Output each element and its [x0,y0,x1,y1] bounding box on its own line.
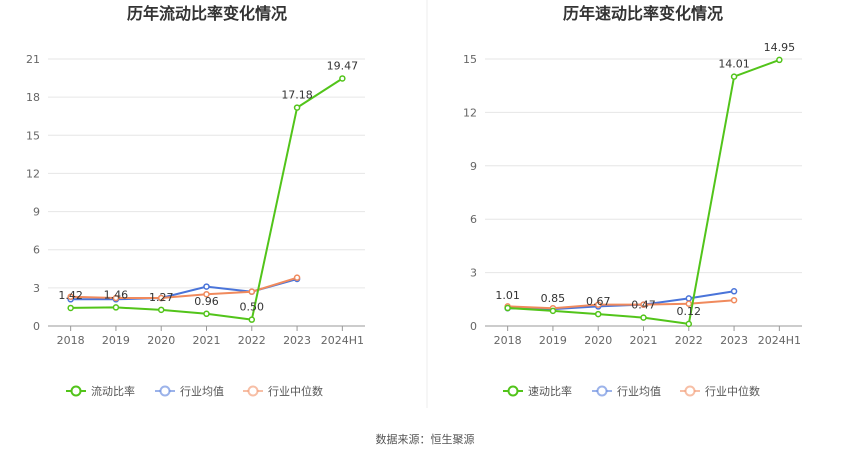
data-point [685,295,693,302]
y-tick-label: 3 [470,267,477,280]
data-point [112,294,120,302]
data-point [730,73,738,80]
data-label: 1.46 [104,288,129,301]
data-label: 0.12 [677,305,702,318]
legend-marker [159,385,171,397]
legend-marker [507,385,519,397]
data-label: 19.47 [327,59,359,72]
y-tick-label: 9 [33,206,40,219]
y-tick-label: 6 [33,244,40,257]
y-tick-label: 15 [26,129,40,142]
data-label: 0.85 [541,292,566,305]
x-tick-label: 2018 [494,334,522,347]
x-tick-label: 2023 [720,334,748,347]
chart-title: 历年速动比率变化情况 [563,4,723,23]
x-tick-label: 2018 [57,334,85,347]
data-label: 0.47 [631,299,656,312]
series-line-2 [70,276,298,299]
data-label: 0.67 [586,295,611,308]
x-tick-label: 2019 [102,334,130,347]
legend-label: 速动比率 [528,384,572,398]
legend-label: 行业中位数 [705,384,760,398]
data-label: 17.18 [281,89,313,102]
data-point [730,296,738,304]
y-tick-label: 15 [463,53,477,66]
legend-label: 流动比率 [91,384,135,398]
quick-ratio-chart: 历年速动比率变化情况 0 3 6 9 12 15 2018 2019 2020 2021 2022 20… [463,4,802,398]
y-tick-label: 12 [26,167,40,180]
x-tick-label: 2022 [675,334,703,347]
y-tick-label: 12 [463,106,477,119]
y-tick-label: 21 [26,53,40,66]
data-point [594,310,602,318]
data-point [339,75,346,82]
data-label: 1.42 [58,289,83,302]
series-line-0 [507,58,780,326]
chart-title: 历年流动比率变化情况 [127,4,287,23]
data-label: 1.27 [149,291,174,304]
data-point [549,307,557,315]
y-tick-label: 3 [33,282,40,295]
data-point [640,301,647,308]
data-source: 数据来源：恒生聚源 [376,432,475,446]
series-line-2 [507,299,735,310]
data-point [293,274,301,281]
x-tick-label: 2020 [584,334,612,347]
data-point [640,314,647,321]
data-point [67,293,74,301]
data-label: 1.01 [495,289,520,302]
data-point [248,316,256,323]
x-tick-label: 2021 [193,334,221,347]
data-label: 14.01 [718,58,750,71]
legend-label: 行业均值 [180,385,224,398]
data-point [203,283,210,290]
x-tick-label: 2023 [283,334,311,347]
data-point [685,320,693,328]
legend-marker [70,385,82,397]
data-point [203,310,210,318]
data-point [730,288,738,295]
legend-label: 行业均值 [617,385,661,398]
data-point [504,304,511,312]
y-tick-label: 0 [470,320,477,333]
x-tick-label: 2022 [238,334,266,347]
data-label: 14.95 [764,41,796,54]
legend-label: 行业中位数 [268,384,323,398]
x-tick-label: 2019 [539,334,567,347]
data-point [157,294,165,302]
x-tick-label: 2020 [147,334,175,347]
x-tick-label: 2024H1 [321,334,364,347]
data-point [776,56,783,64]
x-tick-label: 2021 [630,334,658,347]
legend-marker [684,385,696,397]
data-label: 0.96 [194,295,219,308]
data-point [157,306,165,314]
y-tick-label: 9 [470,160,477,173]
y-tick-label: 18 [26,91,40,104]
x-tick-label: 2024H1 [758,334,801,347]
current-ratio-chart: 历年流动比率变化情况 0 3 6 9 12 15 18 21 2018 2019 2020 2021 20… [26,4,365,398]
data-point [685,300,693,307]
y-tick-label: 0 [33,320,40,333]
legend-marker [596,385,608,397]
data-point [112,304,120,311]
data-label: 0.50 [240,301,265,314]
y-tick-label: 6 [470,213,477,226]
data-point [293,104,301,111]
legend-marker [247,385,259,397]
data-point [248,288,256,295]
data-point [203,290,210,298]
data-point [594,301,602,308]
data-point [67,304,74,312]
